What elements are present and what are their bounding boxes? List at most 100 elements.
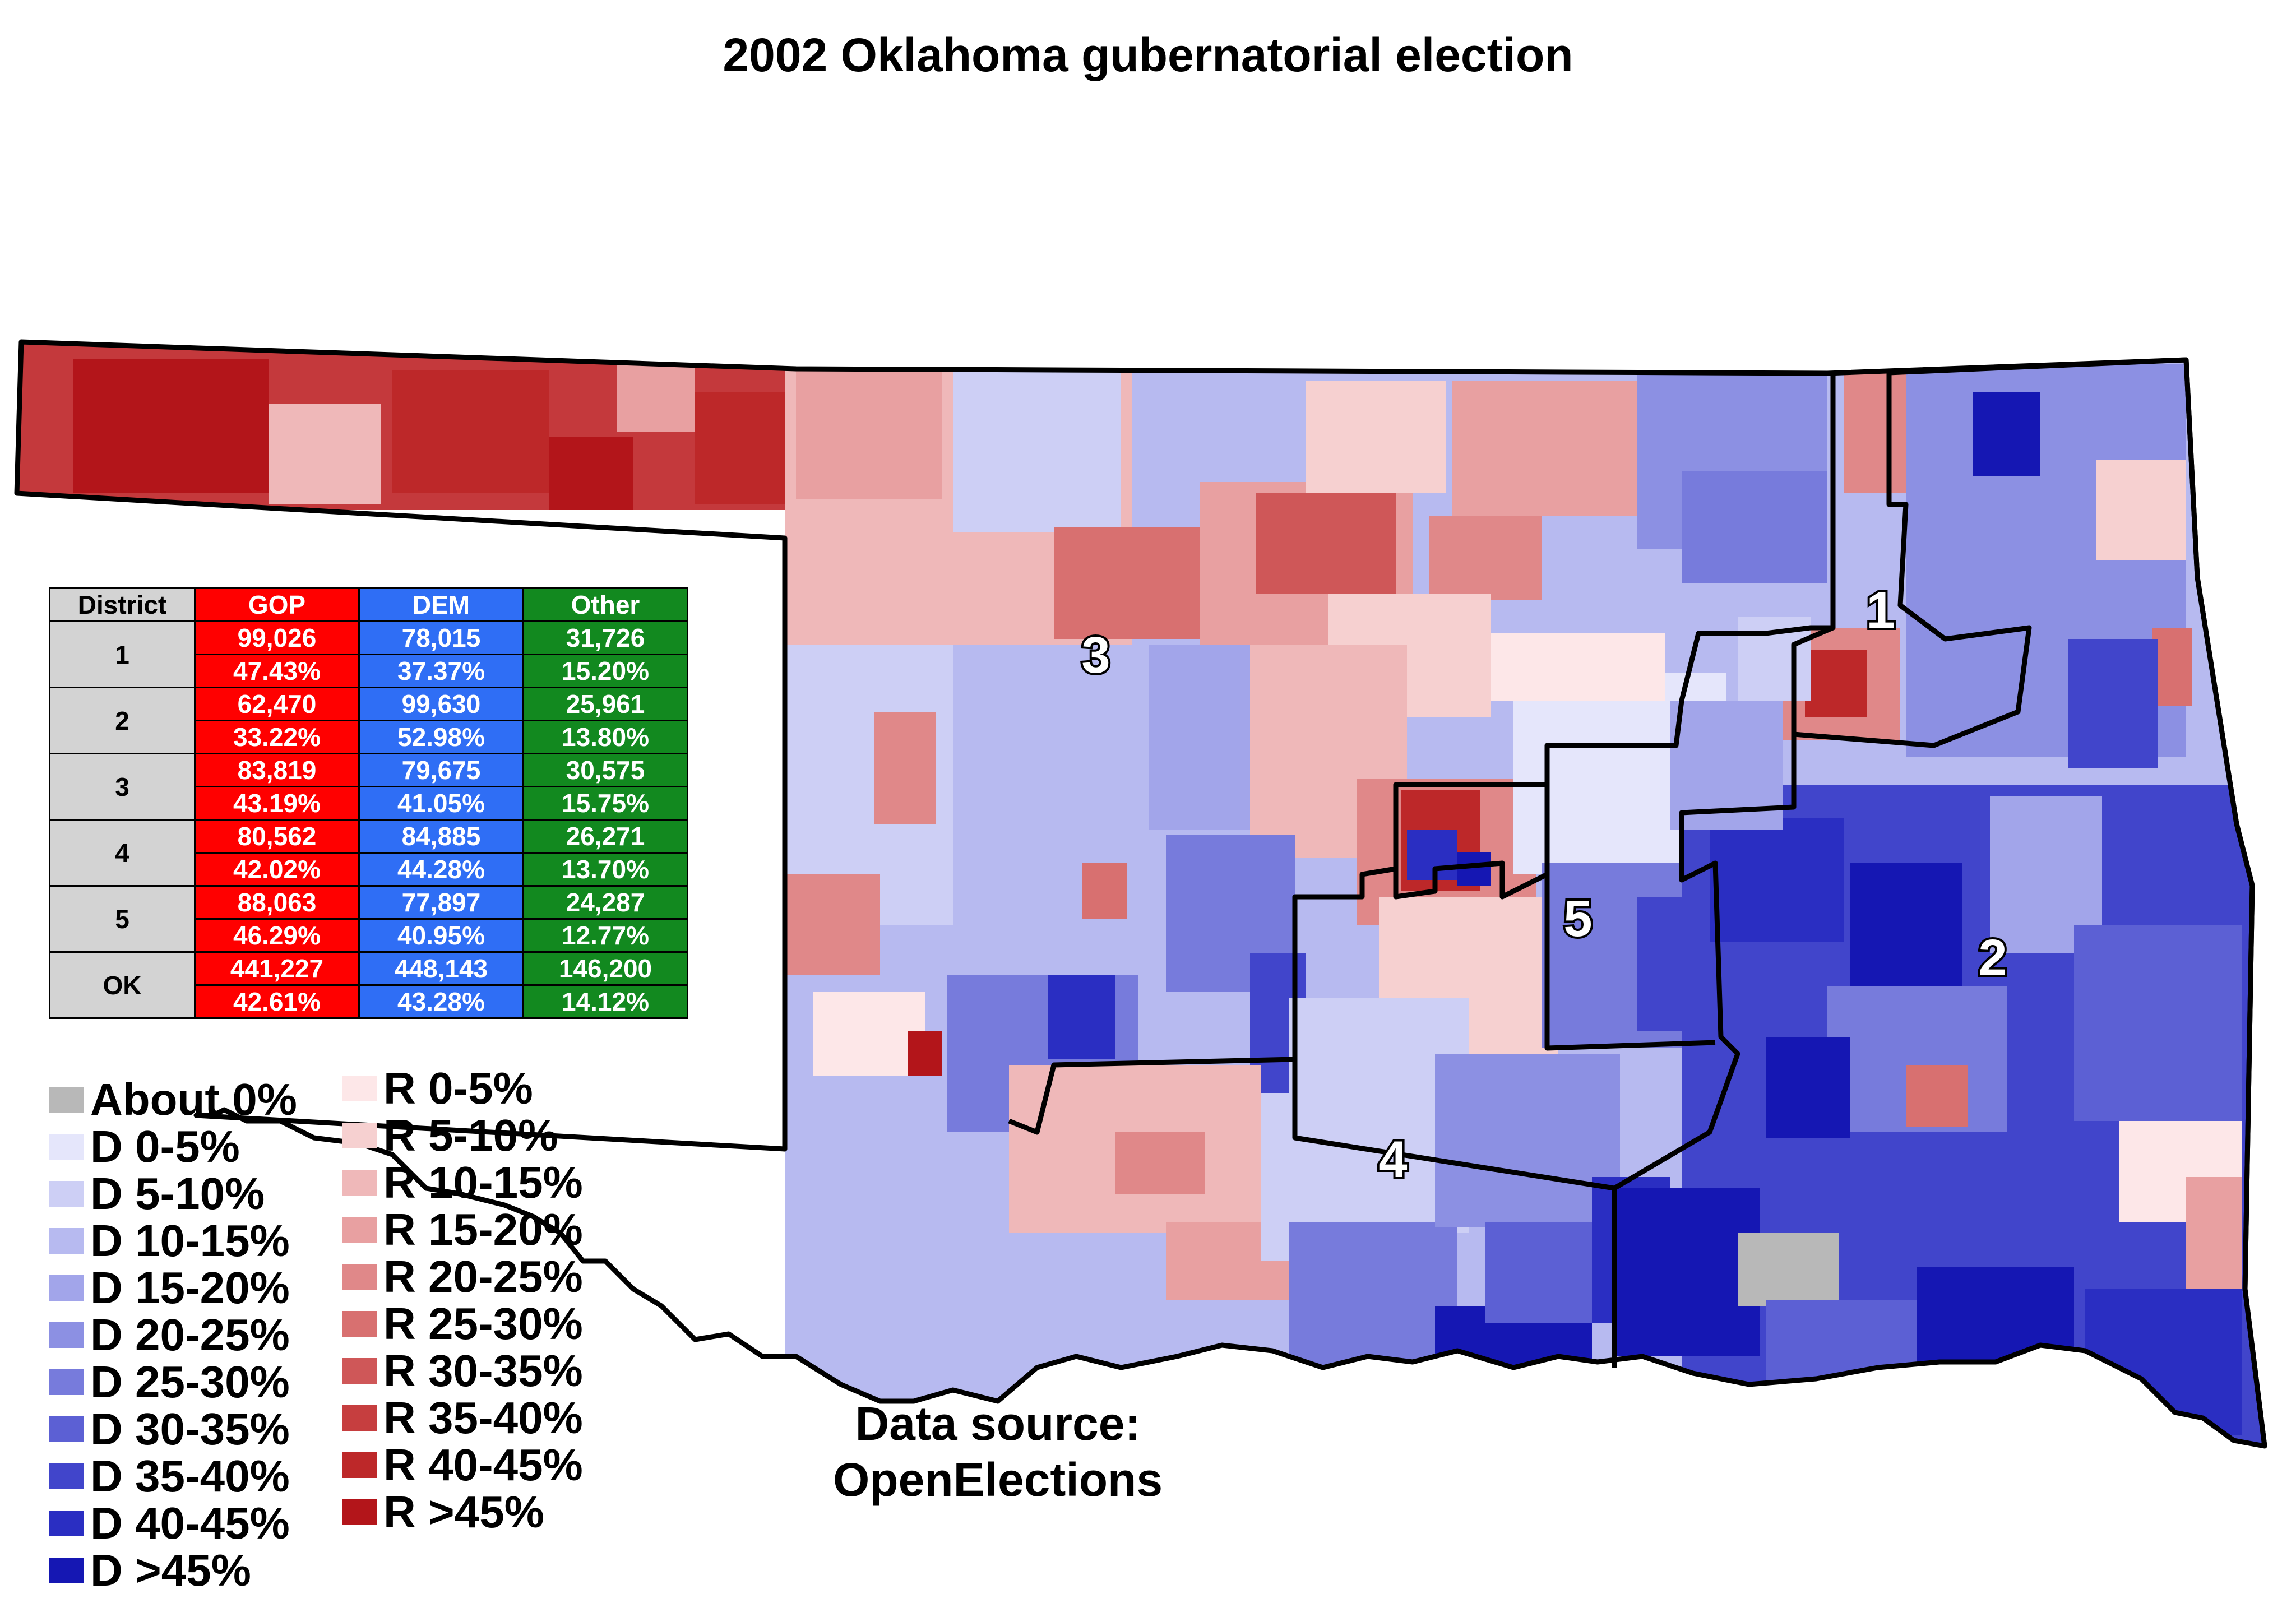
gop-votes-cell: 88,063 xyxy=(194,885,360,920)
legend-label: R 35-40% xyxy=(383,1393,583,1443)
legend-label: R 15-20% xyxy=(383,1204,583,1254)
legend-swatch xyxy=(49,1275,84,1301)
table-row: OK 441,227 448,143 146,200 xyxy=(49,951,688,1019)
table-row-pct: 42.02% 44.28% 13.70% xyxy=(50,852,688,887)
gop-votes-cell: 62,470 xyxy=(194,687,360,721)
legend-item: R 5-10% xyxy=(342,1110,583,1160)
legend-swatch xyxy=(49,1134,84,1160)
table-row-pct: 46.29% 40.95% 12.77% xyxy=(50,918,688,953)
dem-pct-cell: 40.95% xyxy=(358,918,524,953)
district-label-2: 2 xyxy=(1978,929,2007,986)
legend-swatch xyxy=(342,1076,377,1101)
legend-item: D >45% xyxy=(49,1545,297,1595)
dem-votes-cell: 78,015 xyxy=(358,620,524,655)
legend-item: R 40-45% xyxy=(342,1440,583,1490)
table-row-pct: 47.43% 37.37% 15.20% xyxy=(50,654,688,688)
gop-pct-cell: 46.29% xyxy=(194,918,360,953)
dem-pct-cell: 43.28% xyxy=(358,984,524,1019)
legend-swatch xyxy=(49,1228,84,1254)
legend-label: R 0-5% xyxy=(383,1063,533,1113)
legend-item: D 30-35% xyxy=(49,1404,297,1454)
legend-label: R 25-30% xyxy=(383,1299,583,1349)
legend-label: D 0-5% xyxy=(90,1122,240,1171)
table-row: 4 80,562 84,885 26,271 xyxy=(49,819,688,887)
gop-votes-cell: 99,026 xyxy=(194,620,360,655)
district-label-4: 4 xyxy=(1378,1131,1407,1188)
legend-swatch xyxy=(342,1170,377,1196)
legend-dem-column: About 0% D 0-5% D 5-10% D 10-15% D 15-20% D 2… xyxy=(49,1074,297,1595)
legend-item: R 0-5% xyxy=(342,1063,583,1113)
district-cell: 1 xyxy=(49,620,196,688)
legend-item: R >45% xyxy=(342,1487,583,1537)
other-votes-cell: 25,961 xyxy=(522,687,688,721)
header-dem: DEM xyxy=(358,587,524,622)
header-other: Other xyxy=(522,587,688,622)
table-row: 3 83,819 79,675 30,575 xyxy=(49,753,688,821)
district-5-border xyxy=(1393,785,1550,900)
legend-label: R 40-45% xyxy=(383,1440,583,1490)
legend-item: R 25-30% xyxy=(342,1299,583,1349)
table-row-pct: 33.22% 52.98% 13.80% xyxy=(50,720,688,754)
legend-swatch xyxy=(342,1123,377,1148)
legend-swatch xyxy=(342,1264,377,1290)
legend-label: D >45% xyxy=(90,1545,251,1595)
district-cell: 3 xyxy=(49,753,196,821)
header-district: District xyxy=(49,587,196,622)
legend-swatch xyxy=(49,1416,84,1442)
other-votes-cell: 31,726 xyxy=(522,620,688,655)
legend-swatch xyxy=(342,1499,377,1525)
legend-swatch xyxy=(342,1452,377,1478)
other-votes-cell: 30,575 xyxy=(522,753,688,787)
legend-label: About 0% xyxy=(90,1074,297,1124)
legend-swatch xyxy=(49,1511,84,1536)
legend-item: D 20-25% xyxy=(49,1310,297,1360)
dem-votes-cell: 448,143 xyxy=(358,951,524,986)
legend-label: D 35-40% xyxy=(90,1451,290,1501)
other-pct-cell: 12.77% xyxy=(522,918,688,953)
district-label-1: 1 xyxy=(1866,582,1895,639)
other-pct-cell: 14.12% xyxy=(522,984,688,1019)
district-cell: 4 xyxy=(49,819,196,887)
other-votes-cell: 146,200 xyxy=(522,951,688,986)
data-source-line2: OpenElections xyxy=(832,1453,1163,1506)
table-row-pct: 42.61% 43.28% 14.12% xyxy=(50,984,688,1019)
other-votes-cell: 24,287 xyxy=(522,885,688,920)
dem-pct-cell: 44.28% xyxy=(358,852,524,887)
district-label-5: 5 xyxy=(1563,890,1592,947)
district-3-border xyxy=(1008,625,1833,1135)
table-row-pct: 43.19% 41.05% 15.75% xyxy=(50,786,688,821)
other-pct-cell: 13.70% xyxy=(522,852,688,887)
header-gop: GOP xyxy=(194,587,360,622)
district-cell: 2 xyxy=(49,687,196,754)
gop-pct-cell: 33.22% xyxy=(194,720,360,754)
legend-item: R 20-25% xyxy=(342,1252,583,1301)
legend-item: R 15-20% xyxy=(342,1204,583,1254)
dem-pct-cell: 37.37% xyxy=(358,654,524,688)
gop-pct-cell: 42.61% xyxy=(194,984,360,1019)
legend-item: D 35-40% xyxy=(49,1451,297,1501)
results-body: 1 99,026 78,015 31,726 47.43% 37.37% 15.20% 2 62… xyxy=(49,620,688,1019)
gop-votes-cell: 441,227 xyxy=(194,951,360,986)
legend-item: D 10-15% xyxy=(49,1216,297,1266)
district-4-border xyxy=(1292,874,1716,1191)
gop-votes-cell: 83,819 xyxy=(194,753,360,787)
legend-item: D 5-10% xyxy=(49,1169,297,1218)
results-table: District GOP DEM Other 1 99,026 78,015 31,7… xyxy=(49,587,688,1019)
legend-swatch xyxy=(49,1463,84,1489)
legend-label: R 30-35% xyxy=(383,1346,583,1396)
data-source-line1: Data source: xyxy=(855,1397,1141,1450)
dem-votes-cell: 77,897 xyxy=(358,885,524,920)
legend-swatch xyxy=(342,1217,377,1243)
legend-label: D 40-45% xyxy=(90,1498,290,1548)
map-title: 2002 Oklahoma gubernatorial election xyxy=(723,29,1573,81)
gop-pct-cell: 42.02% xyxy=(194,852,360,887)
other-votes-cell: 26,271 xyxy=(522,819,688,854)
legend-item: D 40-45% xyxy=(49,1498,297,1548)
gop-pct-cell: 43.19% xyxy=(194,786,360,821)
legend-label: D 10-15% xyxy=(90,1216,290,1266)
legend-label: R 20-25% xyxy=(383,1252,583,1301)
legend-swatch xyxy=(49,1087,84,1113)
legend-item: R 30-35% xyxy=(342,1346,583,1396)
table-row: 5 88,063 77,897 24,287 xyxy=(49,885,688,953)
